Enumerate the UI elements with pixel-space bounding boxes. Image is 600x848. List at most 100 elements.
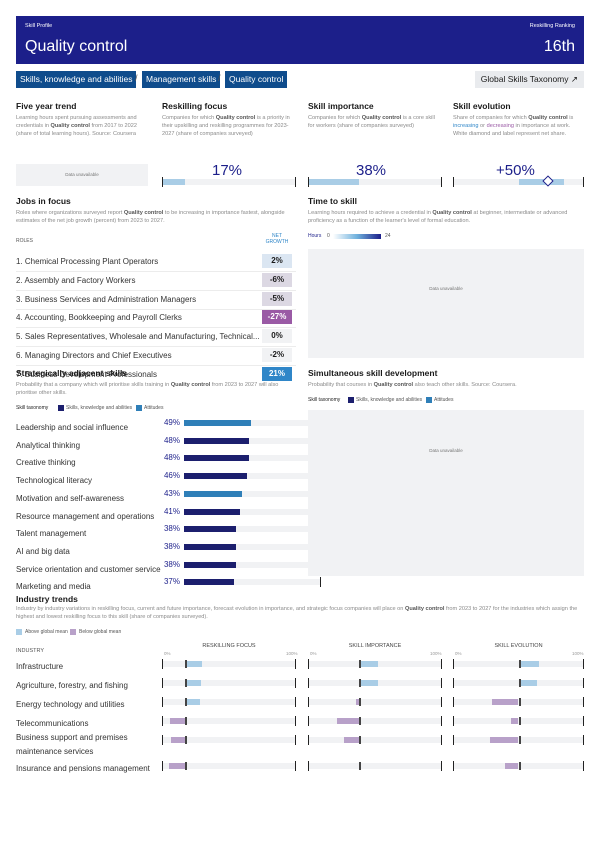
row-divider [16, 365, 296, 366]
industry-name: Energy technology and utilities [16, 700, 125, 709]
axis-tick [308, 761, 309, 771]
global-mean-marker [518, 679, 521, 687]
industry-reskill-track [162, 762, 296, 770]
jobs-in-focus-desc: Roles where organizations surveyed repor… [16, 210, 285, 224]
global-mean-marker [184, 698, 187, 706]
industry-importance-track [308, 762, 442, 770]
row-divider [16, 271, 296, 272]
page-title: Quality control [25, 38, 128, 55]
industry-evolution-track [453, 717, 584, 725]
row-divider [16, 289, 296, 291]
industry-name: Infrastructure [16, 662, 64, 671]
breadcrumb-item-skills[interactable]: Skills, knowledge and abilities [16, 71, 137, 88]
scale-min-label: 0% [455, 651, 462, 656]
breadcrumb: Skills, knowledge and abilities / Manage… [16, 71, 584, 88]
axis-tick [441, 697, 442, 707]
breadcrumb-separator: / [135, 73, 138, 83]
industry-reskill-track [162, 679, 296, 687]
industry-importance-bar [358, 680, 378, 686]
job-role-label: 1. Chemical Processing Plant Operators [16, 257, 159, 266]
industry-reskill-track [162, 698, 296, 706]
adjacent-skill-label: Creative thinking [16, 458, 76, 468]
axis-tick [162, 761, 163, 771]
industry-importance-track [308, 717, 442, 725]
adjacent-skill-track [184, 473, 320, 480]
axis-tick [453, 177, 454, 187]
adjacent-skill-pct: 38% [163, 541, 180, 551]
net-growth-badge: 0% [262, 329, 292, 344]
reskilling-focus-fill [162, 179, 185, 185]
net-growth-header: NET GROWTH [265, 233, 289, 245]
global-mean-marker [358, 717, 361, 725]
axis-tick [308, 659, 309, 669]
industry-importance-track [308, 736, 442, 744]
ranking-value: 16th [543, 38, 575, 55]
adjacent-skill-pct: 38% [163, 559, 180, 569]
net-growth-badge: -5% [262, 291, 292, 306]
adjacent-skill-label: Analytical thinking [16, 440, 81, 450]
adjacent-skill-label: Talent management [16, 529, 87, 539]
skill-evolution-bar [453, 179, 584, 185]
axis-tick [583, 761, 584, 771]
net-growth-badge: -27% [262, 310, 292, 325]
industry-importance-bar [344, 737, 359, 743]
scale-max-label: 100% [572, 651, 584, 656]
adjacent-skill-pct: 37% [163, 577, 180, 587]
axis-tick [162, 716, 163, 726]
global-mean-marker [518, 698, 521, 706]
skill-importance-bar [308, 179, 442, 185]
adjacent-skill-pct: 41% [163, 506, 180, 516]
axis-tick [162, 697, 163, 707]
breadcrumb-item-management[interactable]: Management skills [142, 71, 221, 88]
axis-tick [453, 735, 454, 745]
industry-evolution-bar [518, 680, 537, 686]
adjacent-skill-pct: 49% [163, 418, 180, 427]
net-growth-badge: 21% [262, 366, 292, 381]
adjacent-skill-label: Service orientation and customer service [16, 564, 161, 574]
axis-tick [441, 716, 442, 726]
axis-tick [162, 177, 163, 187]
industry-importance-bar [356, 699, 359, 705]
breadcrumb-item-current[interactable]: Quality control [225, 71, 288, 88]
scale-min-label: 0% [310, 651, 317, 656]
industry-name: Telecommunications [16, 719, 89, 728]
global-mean-marker [184, 717, 187, 725]
axis-tick [162, 735, 163, 745]
skill-evolution-column-header: SKILL EVOLUTION [494, 643, 543, 649]
adjacent-skills-title: Strategically adjacent skills [16, 368, 128, 378]
adjacent-skill-track [184, 579, 320, 586]
adjacent-skill-bar [184, 526, 236, 533]
industry-evolution-track [453, 660, 584, 668]
row-divider [16, 327, 296, 329]
skill-evolution-increasing-fill [519, 179, 564, 185]
industry-reskill-track [162, 736, 296, 744]
axis-tick [453, 697, 454, 707]
adjacent-skills-desc: Probability that a company which will pr… [16, 382, 279, 396]
axis-tick [162, 678, 163, 688]
adjacent-skill-bar [184, 561, 236, 568]
adjacent-skill-bar [184, 579, 235, 586]
axis-tick [308, 735, 309, 745]
adjacent-skill-bar [184, 508, 240, 515]
adjacent-skill-pct: 48% [163, 435, 180, 445]
global-skills-taxonomy-link[interactable]: Global Skills Taxonomy ↗ [474, 71, 584, 88]
adjacent-skill-track [184, 526, 320, 533]
industry-column-header: INDUSTRY [16, 648, 45, 654]
skill-importance-column-header: SKILL IMPORTANCE [348, 643, 402, 649]
scale-max-label: 100% [286, 651, 298, 656]
industry-reskill-bar [184, 680, 201, 686]
adjacent-skill-label: Leadership and social influence [16, 423, 129, 432]
scale-max-label: 100% [430, 651, 442, 656]
net-growth-badge: 2% [262, 254, 292, 268]
axis-tick [441, 735, 442, 745]
industry-importance-track [308, 698, 442, 706]
global-mean-marker [358, 679, 361, 687]
adjacent-skill-track [184, 437, 320, 444]
adjacent-skill-track [184, 508, 320, 515]
row-divider [16, 308, 296, 310]
global-mean-marker [184, 736, 187, 744]
axis-tick [441, 659, 442, 669]
axis-tick [295, 761, 296, 771]
axis-tick [308, 678, 309, 688]
industry-evolution-track [453, 679, 584, 687]
